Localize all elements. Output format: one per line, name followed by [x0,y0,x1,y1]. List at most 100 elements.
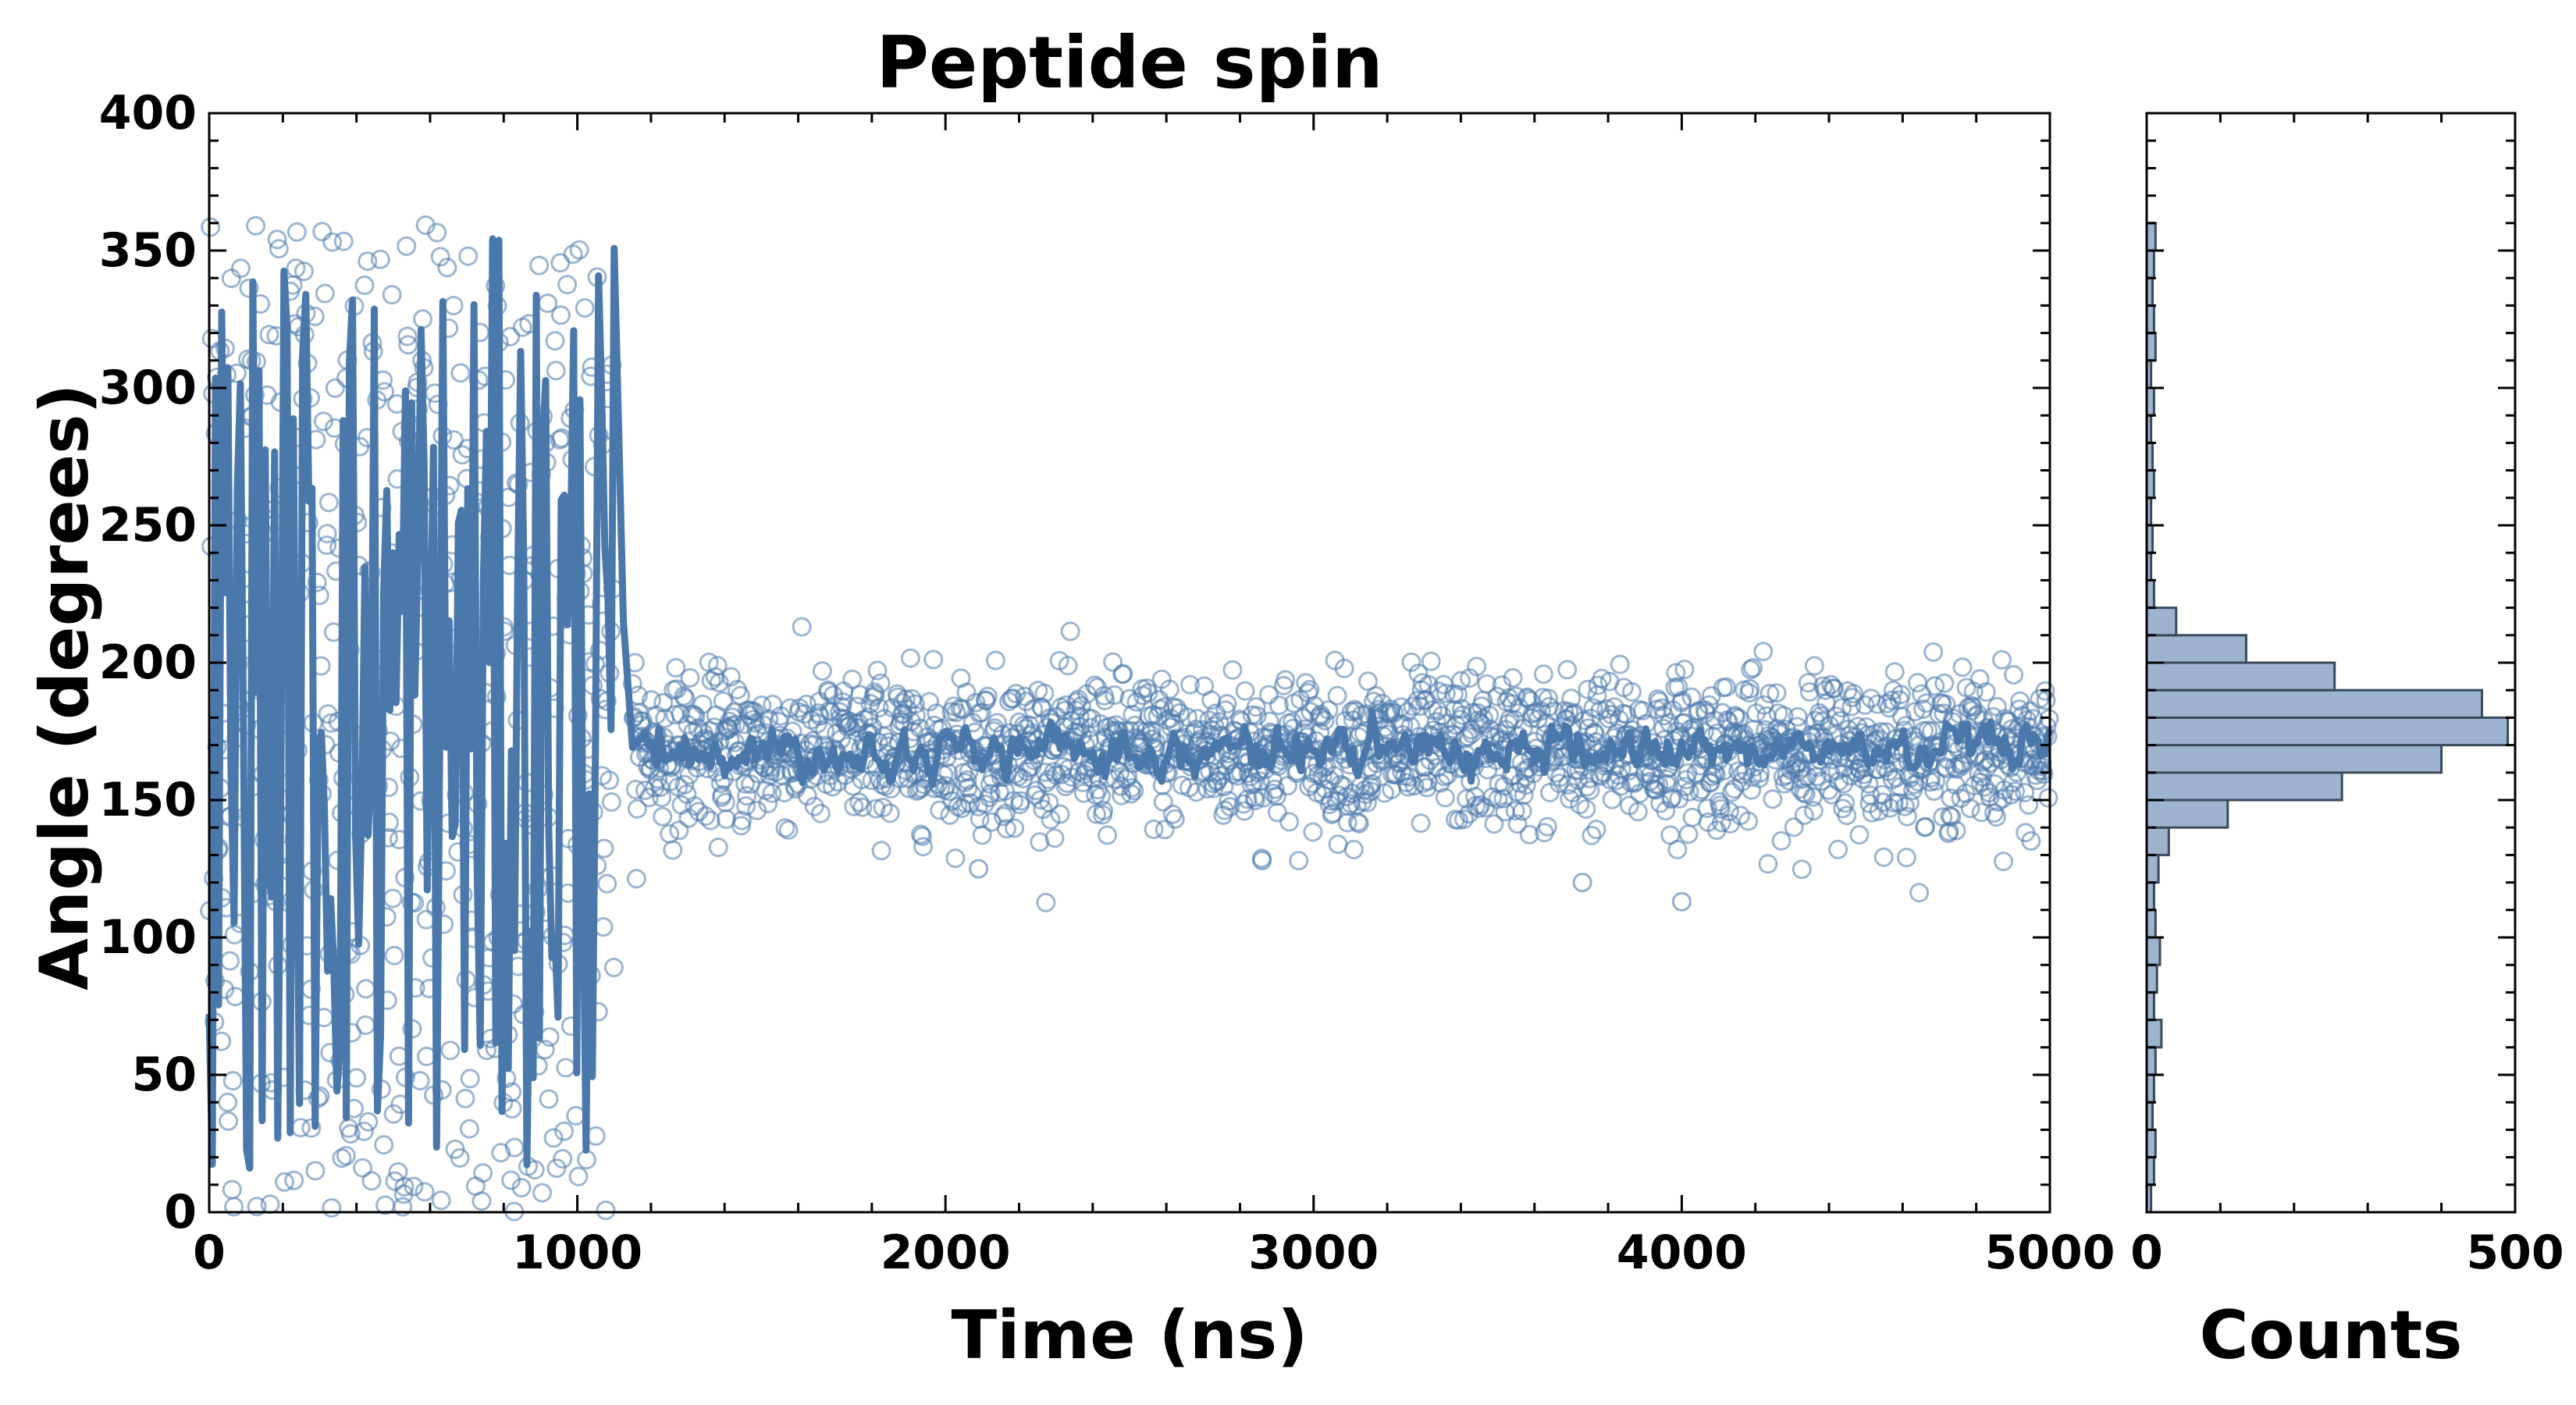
scatter-point [332,1148,352,1168]
scatter-point [301,1118,322,1138]
scatter-point [1896,848,1916,868]
histogram-axes: 0 500 [2130,112,2564,1280]
scatter-point [1214,777,1234,797]
scatter-point [871,841,891,861]
scatter-point [1005,818,1025,838]
scatter-point [1484,814,1504,834]
scatter-point [1411,813,1431,834]
scatter-point [774,783,795,802]
scatter-point [1791,859,1812,880]
scatter-point [246,215,266,236]
scatter-point [1697,799,1717,819]
scatter-point [1924,781,1944,801]
scatter-point [383,1104,404,1124]
scatter-point [1233,794,1254,814]
scatter-point [2038,788,2058,808]
histogram-bar [2145,963,2158,994]
scatter-point [1159,679,1179,699]
scatter-point [709,673,729,693]
scatter-point [374,1135,394,1155]
scatter-point [313,411,333,432]
scatter-point [1041,809,1061,830]
scatter-point [1279,812,1300,832]
scatter-point [1327,685,1347,706]
scatter-point [284,1170,304,1190]
scatter-point [737,786,757,806]
scatter-point [1506,686,1526,706]
scatter-point [1577,777,1597,797]
scatter-point [1343,839,1364,859]
scatter-point [1774,706,1794,726]
scatter-point [1798,673,1818,693]
scatter-point [1436,683,1456,703]
scatter-point [1237,789,1258,809]
scatter-point [1740,679,1760,699]
scatter-point [471,1191,492,1211]
scatter-point [1276,670,1296,690]
scatter-point [1303,822,1323,842]
histogram-bar [2145,1019,2163,1049]
scatter-point [1426,712,1446,732]
scatter-point [1926,771,1946,791]
scatter-point [1246,697,1266,717]
scatter-point [792,617,812,637]
scatter-point [939,781,959,802]
scatter-point [1153,791,1173,812]
scatter-point [1824,678,1845,699]
y-tick-label: 200 [99,635,197,690]
scatter-point [1963,681,1984,702]
scatter-point [870,673,891,693]
scatter-point [1044,828,1065,848]
scatter-point [1666,663,1686,683]
scatter-point [1585,724,1605,744]
scatter-point [220,951,240,971]
scatter-point [1837,806,1857,826]
scatter-point [201,217,221,237]
scatter-point [1909,883,1930,903]
scatter-point [906,706,926,726]
scatter-point [1648,689,1668,710]
scatter-point [1855,695,1875,715]
y-tick-label: 100 [99,910,197,965]
scatter-point [1105,685,1125,705]
scatter-point [906,694,925,714]
scatter-point [930,800,950,820]
scatter-point [1939,821,1959,841]
scatter-point [812,661,832,681]
scatter-point [810,803,831,823]
scatter-point [1881,690,1902,710]
scatter-point [473,1163,493,1183]
scatter-point [1217,694,1237,714]
scatter-point [1215,800,1235,820]
hist-x-tick-label: 0 [2130,1225,2163,1280]
histogram-bar [2145,936,2161,966]
scatter-point [221,269,241,289]
y-tick-label: 50 [132,1048,197,1102]
scatter-point [1582,825,1602,845]
scatter-point [2001,784,2022,805]
scatter-point [354,276,375,295]
scatter-point [745,713,766,733]
scatter-point [1976,682,1996,702]
scatter-point [1418,674,1439,695]
scatter-point [1923,642,1944,662]
scatter-point [603,958,624,977]
scatter-point [294,261,314,282]
x-tick-label: 4000 [1617,1225,1747,1280]
scatter-point [1023,699,1044,719]
scatter-point [511,1178,532,1198]
scatter-point [1454,809,1474,830]
scatter-point [653,806,673,827]
histogram-bar [2145,744,2443,774]
scatter-point [550,253,571,273]
scatter-point [1738,811,1759,831]
scatter-point [459,1119,479,1139]
scatter-point [347,1068,367,1088]
scatter-point [1503,667,1523,688]
scatter-point [247,1197,267,1217]
scatter-point [1222,660,1243,680]
scatter-point [440,1040,461,1061]
scatter-point [1050,804,1070,824]
scatter-point [550,429,570,450]
